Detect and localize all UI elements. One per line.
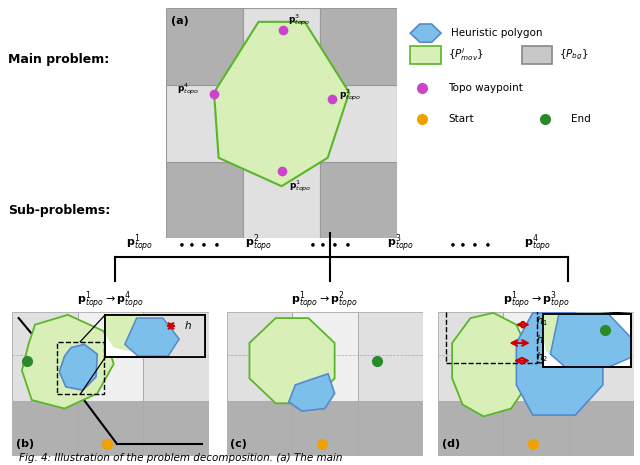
Bar [12, 312, 77, 401]
Polygon shape [250, 318, 335, 403]
Text: $\{P_{bg}\}$: $\{P_{bg}\}$ [559, 47, 589, 62]
Polygon shape [452, 313, 528, 416]
Polygon shape [105, 315, 205, 358]
Bar [320, 162, 397, 239]
Bar [503, 312, 569, 401]
Bar [358, 401, 423, 456]
Text: $\bullet\bullet\bullet\bullet$: $\bullet\bullet\bullet\bullet$ [177, 237, 220, 250]
Text: End: End [572, 113, 591, 124]
Polygon shape [60, 344, 97, 390]
Text: Heuristic polygon: Heuristic polygon [451, 28, 542, 38]
Bar [569, 401, 634, 456]
Text: $\mathbf{p}^{3}_{topo}$: $\mathbf{p}^{3}_{topo}$ [288, 13, 310, 28]
Bar [105, 315, 205, 358]
Text: $\mathbf{p}^{1}_{topo}$: $\mathbf{p}^{1}_{topo}$ [289, 179, 312, 194]
Text: $\{P^i_{mov}\}$: $\{P^i_{mov}\}$ [448, 46, 484, 63]
Text: (c): (c) [230, 438, 247, 449]
Bar [243, 85, 320, 162]
Text: Main problem:: Main problem: [8, 53, 109, 66]
Text: (b): (b) [16, 438, 34, 449]
Text: (a): (a) [171, 16, 189, 26]
Bar [292, 312, 358, 401]
Polygon shape [410, 24, 441, 42]
Text: $h_2$: $h_2$ [536, 351, 548, 364]
Bar [243, 162, 320, 239]
Text: $\mathbf{p}^1_{topo} \rightarrow \mathbf{p}^2_{topo}$: $\mathbf{p}^1_{topo} \rightarrow \mathbf… [291, 290, 358, 312]
Polygon shape [516, 313, 603, 415]
Polygon shape [125, 318, 179, 356]
Polygon shape [289, 374, 335, 411]
Bar [140, 315, 205, 358]
Text: $\mathbf{p}^{3}_{topo}$: $\mathbf{p}^{3}_{topo}$ [387, 232, 415, 255]
Polygon shape [543, 313, 585, 367]
Bar [166, 8, 243, 85]
Text: $\mathbf{p}^{1}_{topo}$: $\mathbf{p}^{1}_{topo}$ [125, 232, 153, 255]
Text: $h$: $h$ [184, 319, 191, 331]
Bar [320, 8, 397, 85]
Bar [358, 312, 423, 401]
Text: $\mathbf{p}^1_{topo} \rightarrow \mathbf{p}^4_{topo}$: $\mathbf{p}^1_{topo} \rightarrow \mathbf… [77, 290, 144, 312]
Bar [166, 162, 243, 239]
Bar [227, 312, 292, 401]
Bar [292, 401, 358, 456]
Text: (d): (d) [442, 438, 460, 449]
Text: Fig. 4: Illustration of the problem decomposition. (a) The main: Fig. 4: Illustration of the problem deco… [19, 453, 342, 463]
Bar [522, 46, 552, 64]
Text: Sub-problems:: Sub-problems: [8, 204, 111, 217]
Bar [77, 401, 143, 456]
Polygon shape [550, 313, 631, 367]
Text: $h$: $h$ [536, 333, 543, 345]
Bar [569, 312, 634, 401]
Text: $\bullet\bullet\bullet\bullet$: $\bullet\bullet\bullet\bullet$ [448, 237, 491, 250]
Bar [143, 312, 209, 401]
Text: $\mathbf{p}^{4}_{topo}$: $\mathbf{p}^{4}_{topo}$ [524, 232, 552, 255]
Bar [12, 401, 77, 456]
Bar [143, 401, 209, 456]
Bar [320, 85, 397, 162]
Polygon shape [22, 315, 114, 409]
Text: $\mathbf{p}^{2}_{topo}$: $\mathbf{p}^{2}_{topo}$ [244, 232, 272, 255]
Bar [105, 315, 205, 358]
Bar [438, 312, 503, 401]
Bar [77, 312, 143, 401]
Bar [57, 342, 104, 394]
Bar [543, 313, 631, 367]
Text: $\bullet\bullet\bullet\bullet$: $\bullet\bullet\bullet\bullet$ [308, 237, 351, 250]
Text: Topo waypoint: Topo waypoint [448, 83, 523, 93]
Bar [503, 401, 569, 456]
Bar [166, 85, 243, 162]
Bar [543, 313, 631, 367]
Text: $\mathbf{p}^1_{topo} \rightarrow \mathbf{p}^3_{topo}$: $\mathbf{p}^1_{topo} \rightarrow \mathbf… [502, 290, 570, 312]
Polygon shape [214, 22, 349, 186]
Bar [445, 307, 538, 363]
Text: $\mathbf{p}^{4}_{topo}$: $\mathbf{p}^{4}_{topo}$ [177, 82, 200, 97]
Bar [227, 401, 292, 456]
Bar [243, 8, 320, 85]
Text: $h_1$: $h_1$ [536, 314, 548, 328]
Text: Start: Start [448, 113, 474, 124]
Bar [438, 401, 503, 456]
Bar [410, 46, 441, 64]
Text: $\mathbf{p}^{2}_{topo}$: $\mathbf{p}^{2}_{topo}$ [339, 88, 362, 103]
